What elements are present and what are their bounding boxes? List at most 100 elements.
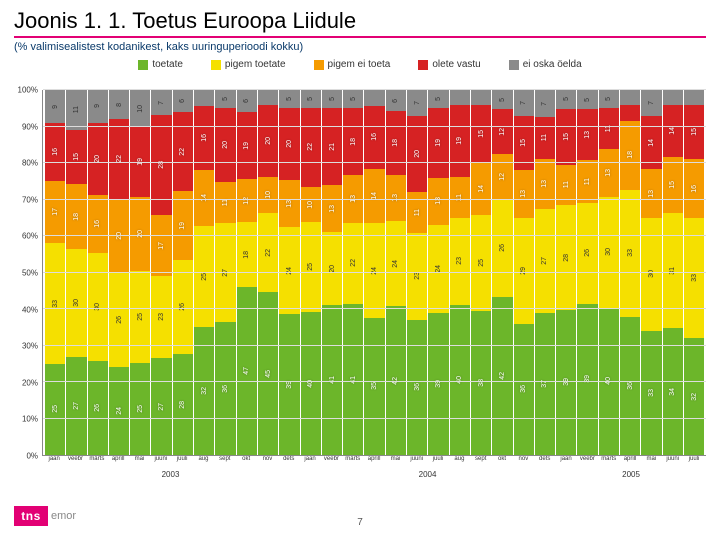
segment-label: 11 [414, 209, 421, 216]
bar-segment: 20 [130, 197, 150, 271]
segment-label: 11 [222, 199, 229, 206]
y-tick: 20% [22, 378, 38, 387]
bar-segment: 13 [599, 149, 619, 197]
y-tick: 100% [18, 86, 38, 95]
gridline [43, 126, 706, 127]
segment-label: 22 [350, 259, 357, 267]
segment-label: 5 [350, 97, 357, 101]
segment-label: 20 [222, 141, 229, 149]
bar-segment: 5 [301, 90, 321, 108]
segment-label: 34 [669, 388, 676, 396]
bar-segment: 30 [66, 249, 86, 357]
segment-label: 26 [179, 303, 186, 311]
segment-label: 16 [52, 148, 59, 156]
segment-label: 7 [541, 102, 548, 106]
segment-label: 23 [414, 272, 421, 280]
bar-segment: 6 [386, 90, 406, 111]
segment-label: 8 [116, 103, 123, 107]
segment-label: 25 [201, 273, 208, 281]
bar-segment: 19 [237, 112, 257, 180]
bar-segment: 25 [45, 364, 65, 455]
bar: 253317169 [45, 90, 65, 455]
y-tick: 70% [22, 195, 38, 204]
segment-label: 45 [265, 370, 272, 378]
bar-segment: 20 [215, 108, 235, 182]
segment-label: 39 [584, 375, 591, 383]
bar: 333013147 [641, 90, 661, 455]
x-tick: juuli [684, 456, 704, 470]
bar-segment: 19 [450, 105, 470, 176]
gridline [43, 272, 706, 273]
bar-segment: 14 [471, 162, 491, 215]
bar-segment: 18 [620, 121, 640, 190]
bar-segment: 5 [322, 90, 342, 108]
segment-label: 15 [478, 130, 485, 138]
bar-segment: 20 [88, 123, 108, 195]
segment-label: 12 [499, 173, 506, 181]
y-tick: 10% [22, 415, 38, 424]
bar: 2730181511 [66, 90, 86, 455]
bar: 412213185 [343, 90, 363, 455]
bar-segment: 15 [684, 105, 704, 160]
gridline [43, 345, 706, 346]
bar-segment: 5 [343, 90, 363, 108]
bar-segment: 16 [684, 159, 704, 217]
bar-segment: 18 [343, 108, 363, 174]
x-tick: mai [129, 456, 149, 470]
gridline [43, 418, 706, 419]
bar-segment: 17 [45, 181, 65, 243]
y-tick: 50% [22, 269, 38, 278]
x-tick: jaan [44, 456, 64, 470]
segment-label: 25 [478, 259, 485, 267]
bar-segment: 11 [535, 117, 555, 159]
bar-segment: 19 [173, 191, 193, 260]
segment-label: 18 [392, 139, 399, 147]
bar: 403013115 [599, 90, 619, 455]
segment-label: 19 [243, 142, 250, 150]
bar-segment: 47 [237, 287, 257, 455]
segment-label: 20 [414, 150, 421, 158]
segment-label: 16 [371, 133, 378, 141]
segment-label: 21 [329, 143, 336, 151]
bar-segment: 25 [130, 363, 150, 455]
bar-segment: 33 [620, 190, 640, 317]
bar-segment: 32 [194, 327, 214, 455]
segment-label: 36 [627, 382, 634, 390]
segment-label: 5 [329, 97, 336, 101]
segment-label: 7 [414, 101, 421, 105]
x-tick: märts [343, 456, 363, 470]
segment-label: 5 [435, 97, 442, 101]
gridline [43, 235, 706, 236]
page-number: 7 [357, 517, 363, 528]
bar: 242620228 [109, 90, 129, 455]
bar-segment: 24 [428, 225, 448, 313]
legend-swatch [509, 60, 519, 70]
segment-label: 5 [584, 98, 591, 102]
bar: 392611135 [577, 90, 597, 455]
bar-segment: 4 [364, 90, 384, 106]
segment-label: 33 [691, 274, 698, 282]
bar-segment: 39 [556, 310, 576, 455]
segment-label: 6 [243, 99, 250, 103]
legend-label: olete vastu [432, 59, 480, 70]
bar: 322514164 [194, 90, 214, 455]
x-tick: juuli [428, 456, 448, 470]
segment-label: 22 [179, 148, 186, 156]
bar-segment: 7 [514, 90, 534, 116]
bar-segment: 4 [620, 105, 640, 120]
segment-label: 9 [52, 105, 59, 109]
year-label: 2004 [299, 470, 556, 482]
bar-segment: 20 [109, 200, 129, 273]
segment-label: 5 [307, 97, 314, 101]
bar-segment: 20 [258, 105, 278, 177]
x-tick: nov [513, 456, 533, 470]
x-tick: veebr [65, 456, 85, 470]
bar-segment: 27 [535, 209, 555, 313]
x-tick: veebr [577, 456, 597, 470]
bar-segment: 28 [556, 205, 576, 309]
bar-segment: 15 [663, 157, 683, 213]
segment-label: 14 [669, 127, 676, 135]
bar-segment: 25 [130, 271, 150, 363]
x-axis: jaanveebrmärtsaprillmaijuunijuuliaugsept… [42, 456, 706, 470]
bar: 422413186 [386, 90, 406, 455]
